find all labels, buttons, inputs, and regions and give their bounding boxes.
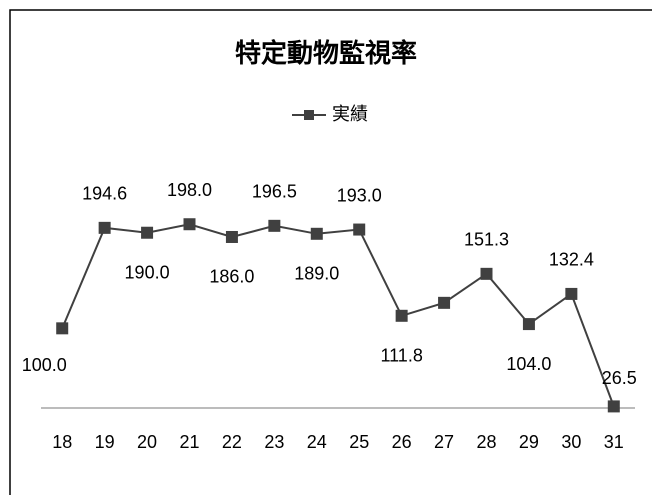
data-label: 186.0 [209, 267, 254, 287]
x-tick-label: 25 [349, 432, 369, 452]
x-tick-label: 19 [95, 432, 115, 452]
x-tick-label: 26 [392, 432, 412, 452]
x-tick-label: 28 [476, 432, 496, 452]
data-label: 104.0 [506, 354, 551, 374]
data-label: 196.5 [252, 182, 297, 202]
point-marker [310, 227, 323, 240]
x-tick-label: 21 [179, 432, 199, 452]
point-marker [395, 309, 408, 322]
x-tick-label: 31 [604, 432, 624, 452]
series-line [61, 223, 615, 407]
point-marker [98, 221, 111, 234]
x-tick-label: 20 [137, 432, 157, 452]
x-tick-label: 18 [52, 432, 72, 452]
data-label: 151.3 [464, 230, 509, 250]
point-marker [438, 296, 451, 309]
point-marker [141, 226, 154, 239]
data-label: 190.0 [125, 262, 170, 282]
point-marker [565, 287, 578, 300]
x-tick-label: 22 [222, 432, 242, 452]
x-tick-label: 29 [519, 432, 539, 452]
chart-title: 特定動物監視率 [235, 38, 417, 68]
point-marker [522, 318, 535, 331]
data-label: 111.8 [380, 346, 422, 366]
data-label: 194.6 [82, 184, 127, 204]
data-label: 189.0 [294, 264, 339, 284]
legend-marker [304, 110, 314, 120]
point-marker [225, 230, 238, 243]
point-marker [353, 223, 366, 236]
point-marker [268, 219, 281, 232]
data-label: 198.0 [167, 180, 212, 200]
chart-border [9, 9, 652, 495]
data-label: 132.4 [549, 250, 594, 270]
x-tick-label: 24 [307, 432, 327, 452]
x-tick-label: 30 [561, 432, 581, 452]
data-label: 26.5 [602, 368, 637, 388]
x-tick-label: 23 [264, 432, 284, 452]
data-label: 193.0 [337, 185, 382, 205]
legend-label: 実績 [332, 104, 368, 124]
data-label: 100.0 [22, 355, 67, 375]
x-tick-label: 27 [434, 432, 454, 452]
point-marker [607, 400, 620, 413]
point-marker [183, 218, 196, 231]
point-marker [56, 322, 69, 335]
point-marker [480, 267, 493, 280]
